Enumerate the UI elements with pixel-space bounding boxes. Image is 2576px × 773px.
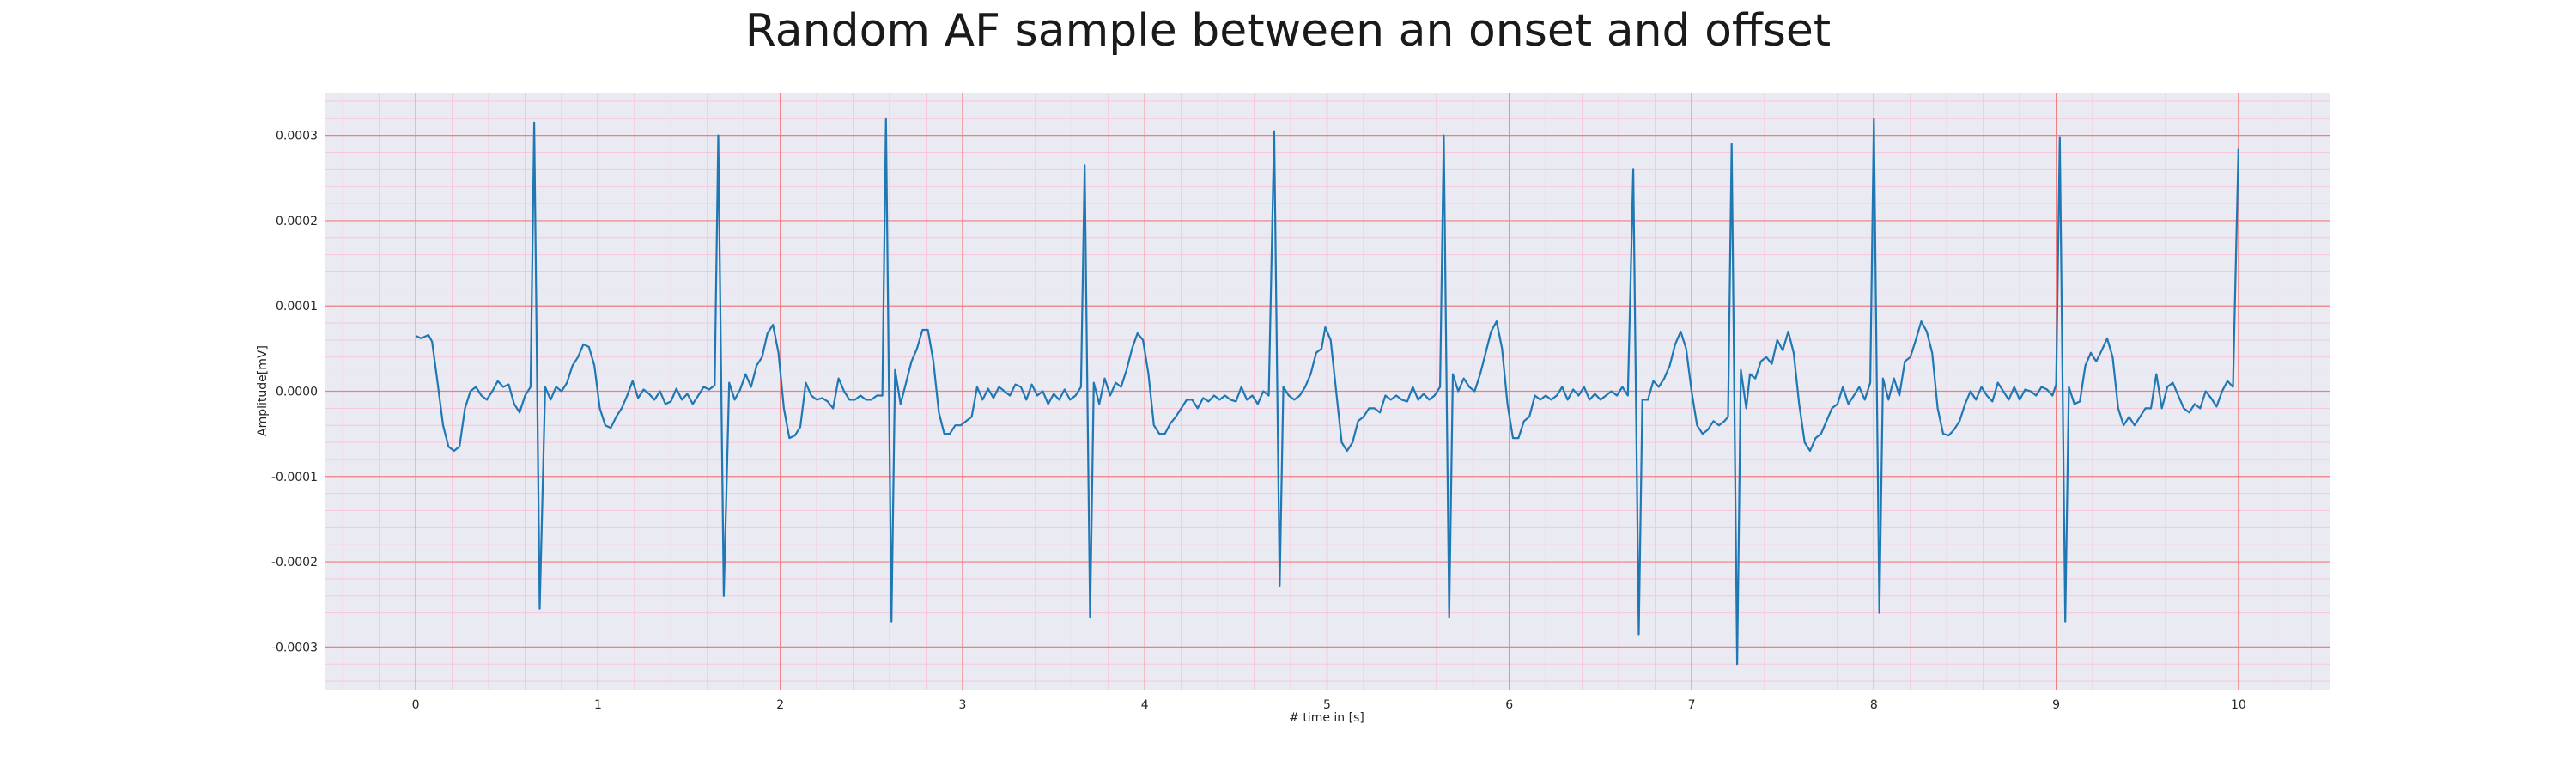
- series-layer: [415, 117, 2239, 666]
- y-tick-label: 0.0002: [276, 215, 318, 228]
- x-tick-label: 10: [2231, 698, 2246, 712]
- x-tick-labels: 0 1 2 3 4 5 6 7 8 9 10: [412, 698, 2246, 712]
- y-tick-label: 0.0003: [276, 130, 318, 143]
- y-tick-label: 0.0000: [276, 386, 318, 399]
- y-tick-labels: -0.0003 -0.0002 -0.0001 0.0000 0.0001 0.0002 0…: [271, 130, 318, 655]
- x-tick-label: 3: [958, 698, 966, 712]
- x-tick-label: 9: [2052, 698, 2060, 712]
- y-tick-label: -0.0002: [271, 556, 318, 569]
- x-tick-label: 6: [1505, 698, 1513, 712]
- y-axis-label: Amplitude[mV]: [256, 345, 270, 436]
- ecg-signal-line: [415, 117, 2239, 666]
- y-tick-label: -0.0001: [271, 471, 318, 484]
- chart-title: Random AF sample between an onset and of…: [744, 5, 1832, 57]
- x-tick-label: 0: [412, 698, 420, 712]
- x-tick-label: 1: [594, 698, 602, 712]
- x-tick-label: 4: [1141, 698, 1149, 712]
- x-tick-label: 2: [776, 698, 784, 712]
- y-tick-label: 0.0001: [276, 300, 318, 313]
- x-tick-label: 8: [1870, 698, 1878, 712]
- x-tick-label: 7: [1688, 698, 1696, 712]
- x-tick-label: 5: [1323, 698, 1331, 712]
- y-tick-label: -0.0003: [271, 641, 318, 654]
- x-axis-label: # time in [s]: [1289, 711, 1364, 725]
